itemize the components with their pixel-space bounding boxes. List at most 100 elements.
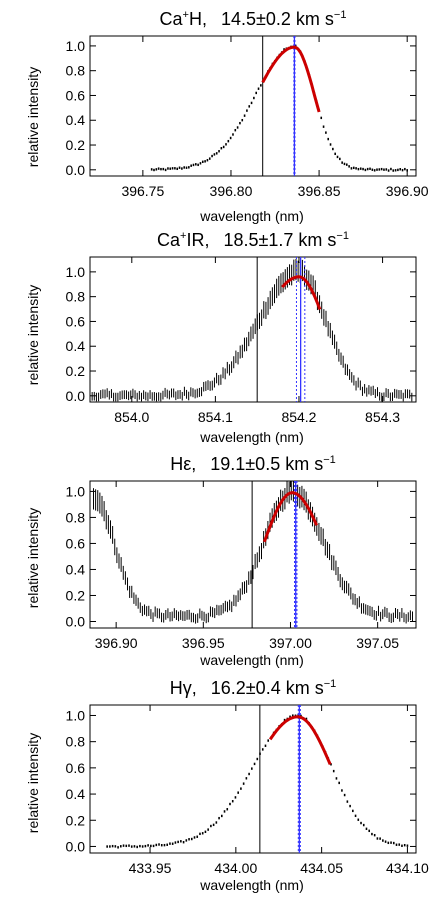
data-point (379, 837, 381, 840)
plot-frame (89, 480, 417, 629)
data-point (341, 789, 343, 792)
panel-title-4: Hγ, 16.2±0.4 km s−1 (170, 678, 337, 698)
data-point (369, 167, 371, 170)
data-point (240, 787, 242, 790)
data-point (360, 821, 362, 825)
data-point (223, 810, 226, 813)
y-tick-label: 0.0 (66, 162, 86, 178)
data-point (376, 837, 379, 840)
x-tick-label: 434.10 (386, 860, 429, 876)
data-point (218, 816, 220, 820)
data-point (141, 845, 144, 848)
data-point (199, 832, 201, 836)
data-point (212, 823, 215, 827)
chart-panel-2: Ca+IR, 18.5±1.7 km s−1 0.0 0.2 0.4 0.6 0.8 1.0 8… (66, 230, 417, 425)
ylabel-panel-3: relative intensity (25, 508, 41, 608)
panel-title-1: Ca+H, 14.5±0.2 km s−1 (160, 9, 347, 29)
data-point (171, 842, 174, 845)
data-point (246, 109, 248, 112)
data-point (320, 116, 323, 120)
data-point (232, 133, 234, 136)
data-point (368, 829, 371, 833)
ylabel-panel-4: relative intensity (25, 733, 41, 833)
plot-frame (89, 704, 417, 854)
data-point (335, 777, 338, 780)
data-point (401, 844, 403, 847)
data-point (403, 843, 406, 847)
data-point (204, 160, 206, 163)
data-point (162, 167, 165, 171)
x-tick-label: 434.05 (300, 860, 343, 876)
y-tick-label: 1.0 (66, 707, 86, 723)
data-point (206, 159, 209, 162)
data-point (160, 844, 163, 847)
data-point (239, 121, 241, 125)
x-tick-label: 396.90 (386, 183, 429, 199)
data-point (267, 739, 270, 742)
data-point (336, 155, 339, 159)
data-point (211, 154, 213, 158)
data-point (362, 167, 364, 171)
y-tick-label: 0.2 (66, 587, 86, 603)
data-point (160, 167, 162, 171)
data-point (385, 168, 388, 171)
data-point (329, 143, 332, 146)
data-point (226, 808, 229, 811)
data-point (109, 845, 111, 848)
data-point (355, 167, 357, 170)
data-point (291, 714, 294, 717)
data-point (366, 167, 369, 171)
data-point (343, 793, 346, 797)
data-point (359, 167, 362, 170)
data-point (222, 145, 225, 149)
data-point (114, 845, 117, 848)
y-tick-label: 0.6 (66, 535, 86, 551)
data-point (241, 118, 244, 122)
data-point (339, 157, 341, 161)
data-point (253, 762, 256, 766)
data-point (152, 844, 155, 848)
data-point (325, 131, 327, 134)
data-point (305, 717, 308, 721)
ylabel-panel-2: relative intensity (25, 285, 41, 385)
x-tick-label: 396.85 (298, 183, 341, 199)
xlabel-panel-4: wavelength (nm) (199, 877, 304, 893)
data-point (348, 165, 350, 168)
data-point (357, 818, 360, 821)
chart-panel-4: Hγ, 16.2±0.4 km s−1 0.0 0.2 0.4 0.6 0.8 1.0 433.… (66, 678, 430, 876)
xlabel-panel-2: wavelength (nm) (199, 429, 304, 445)
data-point (332, 769, 335, 773)
panel-title-2: Ca+IR, 18.5±1.7 km s−1 (157, 230, 349, 250)
data-point (371, 832, 373, 836)
data-point (164, 168, 167, 172)
data-point (387, 169, 390, 172)
x-tick-label: 854.2 (281, 409, 316, 425)
y-tick-label: 0.0 (66, 613, 86, 629)
data-point (297, 713, 300, 717)
data-point (256, 757, 259, 761)
data-point (283, 48, 285, 51)
panel-title-3: Hε, 19.1±0.5 km s−1 (170, 454, 336, 474)
data-point (157, 167, 160, 170)
data-point (196, 835, 199, 838)
data-point (346, 800, 349, 803)
data-point (373, 169, 376, 172)
data-point (341, 161, 343, 164)
data-point (133, 845, 136, 848)
data-point (352, 166, 355, 170)
y-tick-label: 0.6 (66, 87, 86, 103)
data-point (322, 125, 325, 128)
ylabel-panel-1: relative intensity (25, 67, 41, 167)
x-tick-label: 396.95 (182, 635, 225, 651)
y-tick-label: 0.0 (66, 388, 86, 404)
data-point (147, 844, 149, 847)
data-point (406, 169, 408, 172)
data-point (176, 167, 179, 171)
data-point (343, 162, 346, 166)
data-point (395, 843, 398, 846)
x-tick-label: 396.80 (210, 183, 253, 199)
data-point (243, 114, 246, 117)
fit-curve (281, 275, 322, 310)
data-point (155, 168, 158, 171)
data-point (332, 147, 334, 151)
